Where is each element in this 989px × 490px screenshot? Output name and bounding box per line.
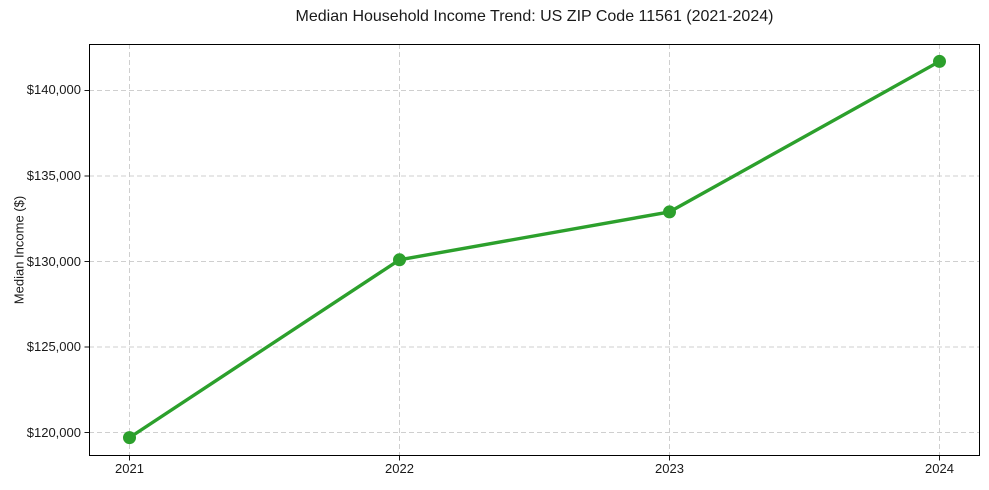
x-tick-label-2024: 2024 bbox=[925, 461, 954, 476]
y-tick-label-130000: $130,000 bbox=[26, 253, 81, 269]
y-tick-label-135000: $135,000 bbox=[26, 167, 81, 183]
data-point-2021 bbox=[123, 431, 136, 445]
x-tick-label-2023: 2023 bbox=[655, 461, 684, 476]
y-tick-label-125000: $125,000 bbox=[26, 339, 81, 354]
data-point-2022 bbox=[393, 253, 406, 267]
data-point-2024 bbox=[933, 54, 946, 68]
plot-border bbox=[89, 44, 980, 456]
y-axis-label: Median Income ($) bbox=[11, 195, 27, 305]
y-tick-label-120000: $120,000 bbox=[26, 424, 81, 440]
x-tick-label-2021: 2021 bbox=[115, 461, 144, 476]
y-tick-label-140000: $140,000 bbox=[26, 82, 81, 98]
data-point-2023 bbox=[663, 205, 676, 219]
chart-title: Median Household Income Trend: US ZIP Co… bbox=[295, 8, 774, 25]
plot-area bbox=[84, 44, 980, 461]
income-trend-line bbox=[127, 59, 942, 440]
x-tick-label-2022: 2022 bbox=[385, 461, 414, 476]
